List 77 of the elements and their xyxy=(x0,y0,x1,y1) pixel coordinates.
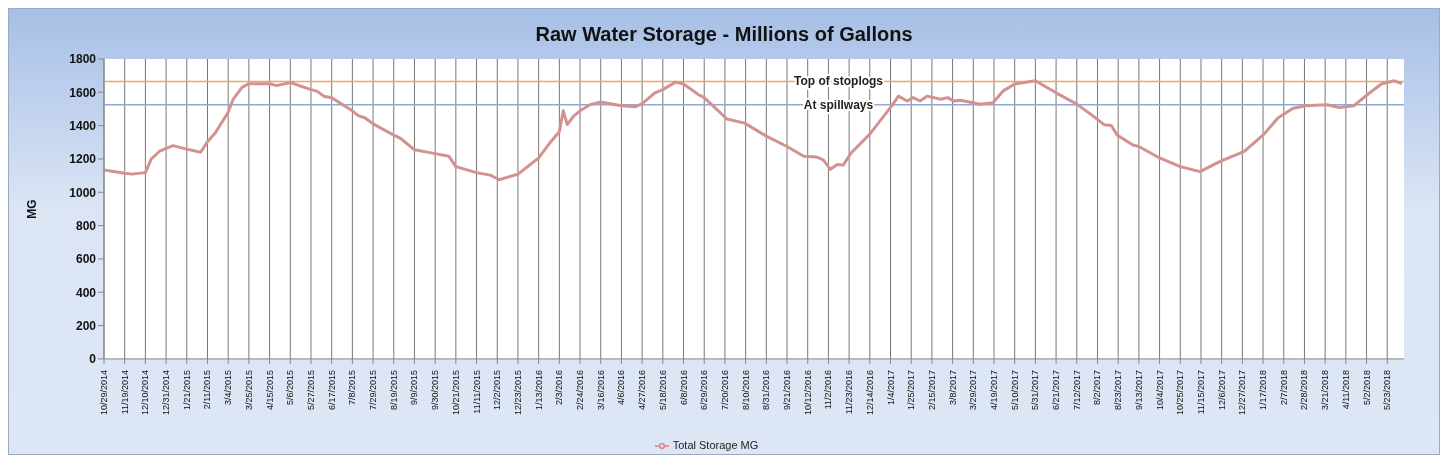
x-tick-label: 4/19/2017 xyxy=(988,369,999,410)
x-tick-label: 11/2/2016 xyxy=(823,369,834,410)
y-tick-label: 200 xyxy=(75,318,97,333)
x-tick-label: 5/31/2017 xyxy=(1030,369,1041,410)
x-tick-label: 5/10/2017 xyxy=(1009,369,1020,410)
x-tick-label: 9/13/2017 xyxy=(1133,369,1144,410)
x-tick-label: 10/4/2017 xyxy=(1154,369,1165,410)
x-tick-label: 7/20/2016 xyxy=(719,369,730,410)
x-tick-label: 12/14/2016 xyxy=(864,369,875,415)
y-axis-title: MG xyxy=(25,199,40,219)
x-tick-label: 5/2/2018 xyxy=(1361,369,1372,405)
x-tick-label: 3/29/2017 xyxy=(968,369,979,410)
x-tick-label: 8/10/2016 xyxy=(740,369,751,410)
x-tick-label: 5/18/2016 xyxy=(657,369,668,410)
y-tick-label: 400 xyxy=(75,285,97,300)
x-tick-label: 4/11/2018 xyxy=(1340,369,1351,410)
x-tick-label: 5/6/2015 xyxy=(285,369,296,405)
x-tick-label: 11/15/2017 xyxy=(1195,369,1206,415)
x-tick-label: 2/3/2016 xyxy=(554,369,565,405)
x-tick-label: 7/8/2015 xyxy=(347,369,358,405)
y-tick-label: 1200 xyxy=(69,152,97,167)
x-tick-label: 12/31/2014 xyxy=(161,369,172,415)
x-tick-label: 11/19/2014 xyxy=(119,369,130,415)
legend-label: Total Storage MG xyxy=(672,438,759,451)
ref-line-label: At spillways xyxy=(803,97,874,112)
x-tick-label: 12/23/2015 xyxy=(512,369,523,415)
x-tick-label: 3/21/2018 xyxy=(1320,369,1331,410)
x-tick-label: 1/13/2016 xyxy=(533,369,544,410)
y-tick-label: 600 xyxy=(75,252,97,267)
x-tick-label: 2/24/2016 xyxy=(575,369,586,410)
x-tick-label: 1/4/2017 xyxy=(885,369,896,405)
x-tick-label: 4/6/2016 xyxy=(616,369,627,405)
x-tick-label: 6/21/2017 xyxy=(1051,369,1062,410)
x-tick-label: 11/11/2015 xyxy=(471,369,482,414)
x-tick-label: 12/6/2017 xyxy=(1216,369,1227,410)
x-tick-label: 10/12/2016 xyxy=(802,369,813,415)
x-tick-label: 6/29/2016 xyxy=(699,369,710,410)
x-tick-label: 12/27/2017 xyxy=(1237,369,1248,415)
x-tick-label: 4/27/2016 xyxy=(637,369,648,410)
x-tick-label: 1/21/2015 xyxy=(181,369,192,410)
x-tick-label: 8/2/2017 xyxy=(1092,369,1103,405)
y-tick-label: 800 xyxy=(75,218,97,233)
x-tick-label: 10/25/2017 xyxy=(1175,369,1186,415)
x-tick-label: 1/17/2018 xyxy=(1258,369,1269,410)
y-tick-label: 1600 xyxy=(69,85,97,100)
x-tick-label: 2/11/2015 xyxy=(202,369,213,410)
x-tick-label: 10/21/2015 xyxy=(450,369,461,415)
x-tick-label: 3/8/2017 xyxy=(947,369,958,405)
x-tick-label: 2/7/2018 xyxy=(1278,369,1289,405)
x-tick-label: 6/17/2015 xyxy=(326,369,337,410)
x-tick-label: 3/16/2016 xyxy=(595,369,606,410)
x-tick-label: 4/15/2015 xyxy=(264,369,275,410)
x-tick-label: 8/23/2017 xyxy=(1113,369,1124,410)
x-tick-label: 5/27/2015 xyxy=(305,369,316,410)
x-tick-label: 8/31/2016 xyxy=(761,369,772,410)
x-tick-label: 3/4/2015 xyxy=(223,369,234,405)
x-tick-label: 9/30/2015 xyxy=(430,369,441,410)
y-tick-label: 0 xyxy=(89,352,97,367)
x-tick-label: 7/29/2015 xyxy=(368,369,379,410)
x-tick-label: 8/19/2015 xyxy=(388,369,399,410)
x-tick-label: 12/10/2014 xyxy=(140,369,151,415)
x-tick-label: 9/9/2015 xyxy=(409,369,420,405)
x-tick-label: 10/29/2014 xyxy=(99,369,109,415)
y-tick-label: 1800 xyxy=(69,52,97,67)
x-tick-label: 3/25/2015 xyxy=(243,369,254,410)
x-tick-label: 12/2/2015 xyxy=(492,369,503,410)
y-tick-label: 1400 xyxy=(69,118,97,133)
chart-title: Raw Water Storage - Millions of Gallons xyxy=(534,22,914,47)
x-tick-label: 2/28/2018 xyxy=(1299,369,1310,410)
x-tick-label: 7/12/2017 xyxy=(1071,369,1082,410)
x-tick-label: 11/23/2016 xyxy=(844,369,855,415)
x-tick-label: 6/8/2016 xyxy=(678,369,689,405)
x-tick-label: 9/21/2016 xyxy=(782,369,793,410)
x-tick-label: 5/23/2018 xyxy=(1382,369,1393,410)
x-tick-label: 2/15/2017 xyxy=(926,369,937,410)
y-tick-label: 1000 xyxy=(69,185,97,200)
x-tick-label: 1/25/2017 xyxy=(906,369,917,410)
